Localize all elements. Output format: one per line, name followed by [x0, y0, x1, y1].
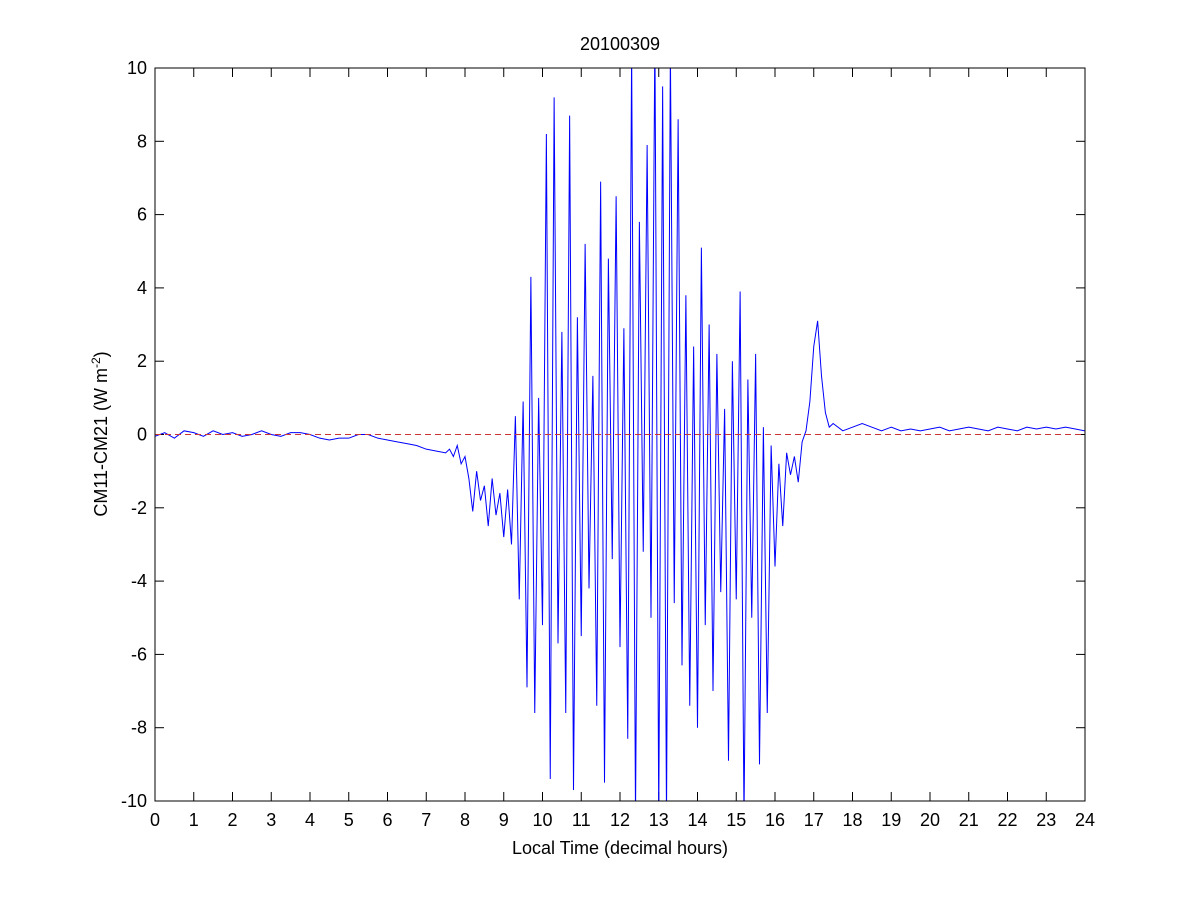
x-tick-label: 2 [227, 810, 237, 830]
x-tick-label: 17 [804, 810, 824, 830]
y-tick-label: -10 [121, 791, 147, 811]
y-tick-label: -2 [131, 498, 147, 518]
x-tick-label: 11 [572, 810, 591, 830]
x-axis-label: Local Time (decimal hours) [512, 838, 728, 858]
chart-title: 20100309 [580, 34, 660, 54]
x-tick-label: 21 [959, 810, 979, 830]
x-tick-label: 23 [1036, 810, 1056, 830]
x-tick-label: 18 [842, 810, 862, 830]
axes-box [154, 67, 1086, 802]
x-tick-label: 3 [266, 810, 276, 830]
x-tick-label: 9 [499, 810, 509, 830]
x-tick-label: 8 [460, 810, 470, 830]
x-tick-label: 6 [382, 810, 392, 830]
x-tick-label: 22 [997, 810, 1017, 830]
x-tick-label: 12 [610, 810, 630, 830]
y-tick-label: 2 [137, 351, 147, 371]
plot-area [155, 68, 1085, 801]
y-tick-label: -4 [131, 571, 147, 591]
y-axis-label-suffix: ) [91, 351, 111, 357]
x-tick-label: 14 [687, 810, 707, 830]
y-tick-label: 0 [137, 425, 147, 445]
x-tick-label: 16 [765, 810, 785, 830]
y-axis-label-text: CM11-CM21 (W m [91, 368, 111, 517]
y-tick-label: 4 [137, 278, 147, 298]
x-tick-label: 7 [421, 810, 431, 830]
y-tick-label: 10 [127, 58, 147, 78]
x-tick-label: 24 [1075, 810, 1095, 830]
y-tick-label: 6 [137, 205, 147, 225]
x-tick-label: 10 [532, 810, 552, 830]
y-tick-label: -6 [131, 644, 147, 664]
y-axis-label: CM11-CM21 (W m-2) [89, 351, 111, 516]
x-tick-label: 13 [649, 810, 669, 830]
x-tick-label: 5 [344, 810, 354, 830]
data-line [155, 68, 1085, 801]
x-tick-label: 4 [305, 810, 315, 830]
x-tick-label: 0 [150, 810, 160, 830]
y-tick-label: -8 [131, 718, 147, 738]
x-tick-label: 19 [881, 810, 901, 830]
x-tick-label: 15 [726, 810, 746, 830]
y-tick-label: 8 [137, 131, 147, 151]
y-axis-label-sup: -2 [89, 357, 103, 368]
x-tick-label: 20 [920, 810, 940, 830]
x-tick-label: 1 [189, 810, 199, 830]
